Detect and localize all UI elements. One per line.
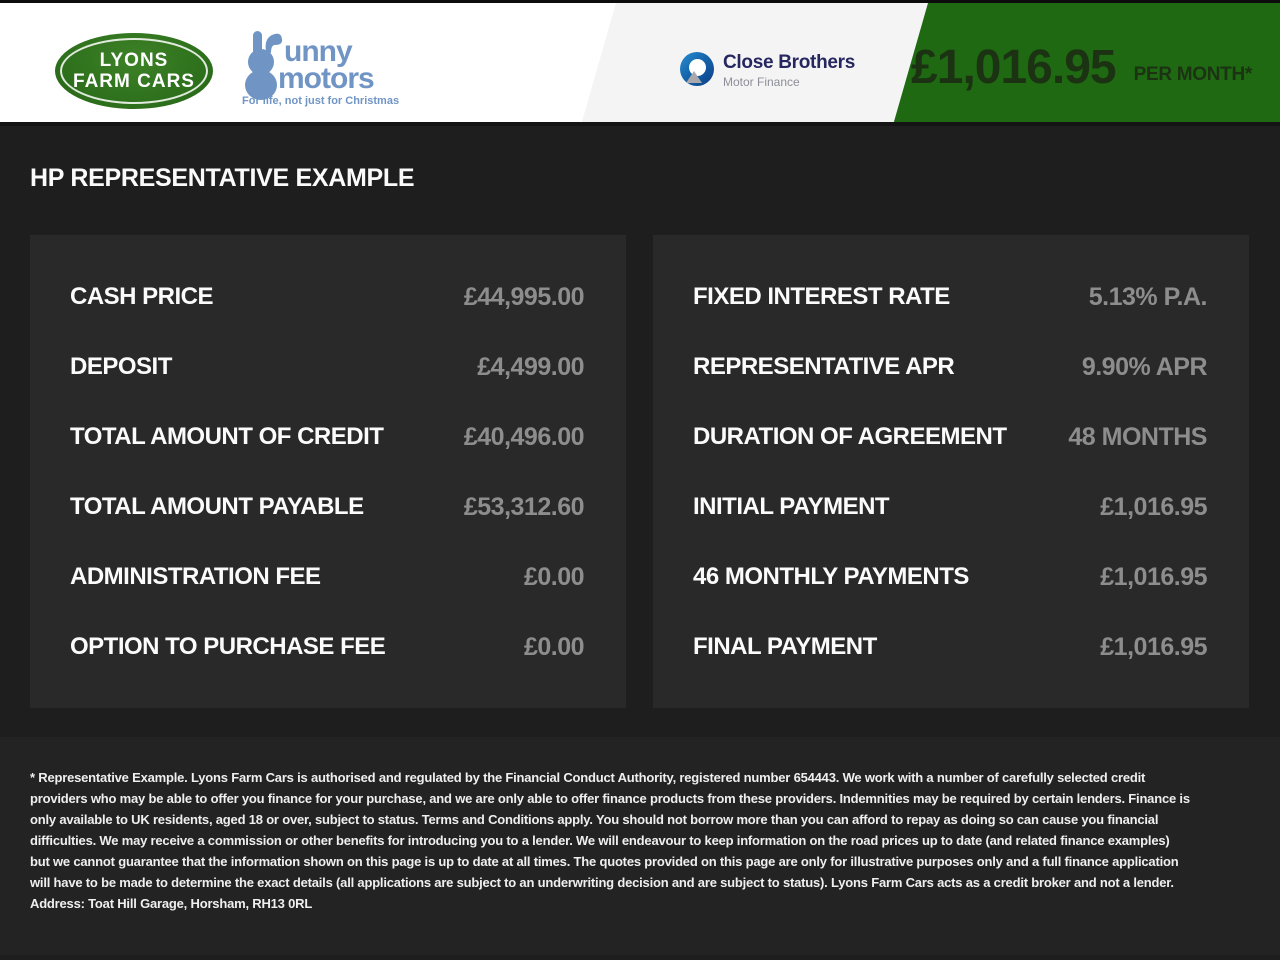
table-row: INITIAL PAYMENT £1,016.95 bbox=[693, 472, 1207, 542]
row-value: £1,016.95 bbox=[1100, 492, 1207, 521]
row-value: £1,016.95 bbox=[1100, 632, 1207, 661]
row-value: £1,016.95 bbox=[1100, 562, 1207, 591]
table-row: OPTION TO PURCHASE FEE £0.00 bbox=[70, 612, 585, 682]
finance-tables: CASH PRICE £44,995.00 DEPOSIT £4,499.00 … bbox=[30, 235, 1250, 708]
table-row: FIXED INTEREST RATE 5.13% P.A. bbox=[693, 262, 1208, 332]
lender-name: Close Brothers bbox=[723, 52, 856, 73]
row-label: TOTAL AMOUNT PAYABLE bbox=[70, 493, 364, 520]
row-label: OPTION TO PURCHASE FEE bbox=[70, 633, 386, 660]
row-value: £53,312.60 bbox=[463, 492, 585, 521]
disclaimer-text: * Representative Example. Lyons Farm Car… bbox=[30, 770, 1190, 911]
lender-subtitle: Motor Finance bbox=[723, 75, 800, 89]
main-content: HP REPRESENTATIVE EXAMPLE CASH PRICE £44… bbox=[0, 164, 1280, 708]
top-border-line bbox=[0, 0, 1280, 3]
table-row: REPRESENTATIVE APR 9.90% APR bbox=[693, 332, 1208, 402]
row-label: FIXED INTEREST RATE bbox=[693, 283, 950, 310]
table-row: DEPOSIT £4,499.00 bbox=[70, 332, 584, 402]
table-row: CASH PRICE £44,995.00 bbox=[70, 262, 585, 332]
finance-table-left: CASH PRICE £44,995.00 DEPOSIT £4,499.00 … bbox=[30, 235, 626, 708]
row-value: £0.00 bbox=[523, 632, 585, 661]
row-value: 5.13% P.A. bbox=[1088, 282, 1208, 311]
row-label: DURATION OF AGREEMENT bbox=[693, 423, 1007, 450]
monthly-price-suffix: PER MONTH* bbox=[1133, 63, 1253, 85]
row-label: REPRESENTATIVE APR bbox=[693, 353, 955, 380]
page-title: HP REPRESENTATIVE EXAMPLE bbox=[30, 164, 415, 192]
close-brothers-logo: Close Brothers Motor Finance bbox=[680, 52, 855, 89]
row-value: £44,995.00 bbox=[463, 282, 585, 311]
dealer-logo-line1: LYONS bbox=[99, 50, 169, 71]
monthly-price-banner: £1,016.95 PER MONTH* bbox=[911, 3, 1253, 122]
close-brothers-icon bbox=[680, 52, 714, 86]
row-label: DEPOSIT bbox=[70, 353, 172, 380]
table-row: DURATION OF AGREEMENT 48 MONTHS bbox=[693, 402, 1207, 472]
table-row: FINAL PAYMENT £1,016.95 bbox=[693, 612, 1207, 682]
row-label: INITIAL PAYMENT bbox=[693, 493, 890, 520]
table-row: ADMINISTRATION FEE £0.00 bbox=[70, 542, 585, 612]
header-banner: LYONS FARM CARS unny motors For life, no… bbox=[0, 3, 1280, 126]
row-value: £0.00 bbox=[523, 562, 585, 591]
dealer-logo-line2: FARM CARS bbox=[73, 71, 195, 92]
finance-table-right: FIXED INTEREST RATE 5.13% P.A. REPRESENT… bbox=[653, 235, 1249, 708]
row-label: CASH PRICE bbox=[70, 283, 214, 310]
bunny-logo-tagline: For life, not just for Christmas bbox=[242, 95, 400, 107]
table-row: TOTAL AMOUNT PAYABLE £53,312.60 bbox=[70, 472, 585, 542]
row-label: 46 MONTHLY PAYMENTS bbox=[693, 563, 969, 590]
bunny-motors-logo: unny motors For life, not just for Chris… bbox=[240, 29, 399, 109]
bunny-logo-word1: unny bbox=[284, 35, 353, 68]
footer: * Representative Example. Lyons Farm Car… bbox=[0, 737, 1280, 955]
row-label: FINAL PAYMENT bbox=[693, 633, 877, 660]
row-value: 48 MONTHS bbox=[1068, 422, 1207, 451]
lyons-farm-cars-logo: LYONS FARM CARS bbox=[55, 33, 213, 109]
bunny-icon bbox=[245, 31, 283, 100]
bunny-logo-word2: motors bbox=[278, 62, 375, 95]
table-row: TOTAL AMOUNT OF CREDIT £40,496.00 bbox=[70, 402, 585, 472]
monthly-price-amount: £1,016.95 bbox=[911, 41, 1117, 94]
row-value: 9.90% APR bbox=[1081, 352, 1208, 381]
row-label: TOTAL AMOUNT OF CREDIT bbox=[70, 423, 384, 450]
row-label: ADMINISTRATION FEE bbox=[70, 563, 321, 590]
row-value: £4,499.00 bbox=[477, 352, 584, 381]
table-row: 46 MONTHLY PAYMENTS £1,016.95 bbox=[693, 542, 1207, 612]
row-value: £40,496.00 bbox=[463, 422, 585, 451]
